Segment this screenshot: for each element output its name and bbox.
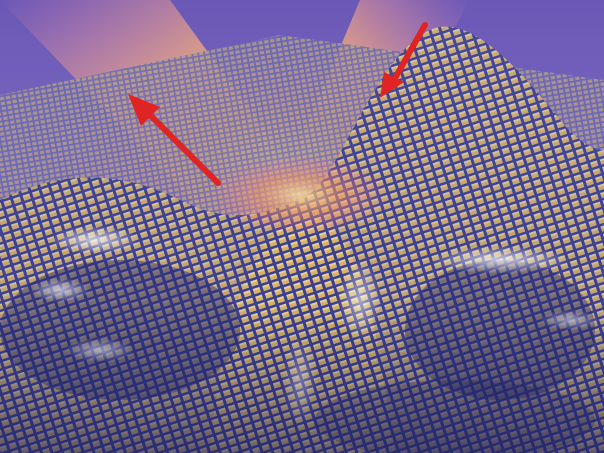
beam-hotspot [210,155,390,235]
